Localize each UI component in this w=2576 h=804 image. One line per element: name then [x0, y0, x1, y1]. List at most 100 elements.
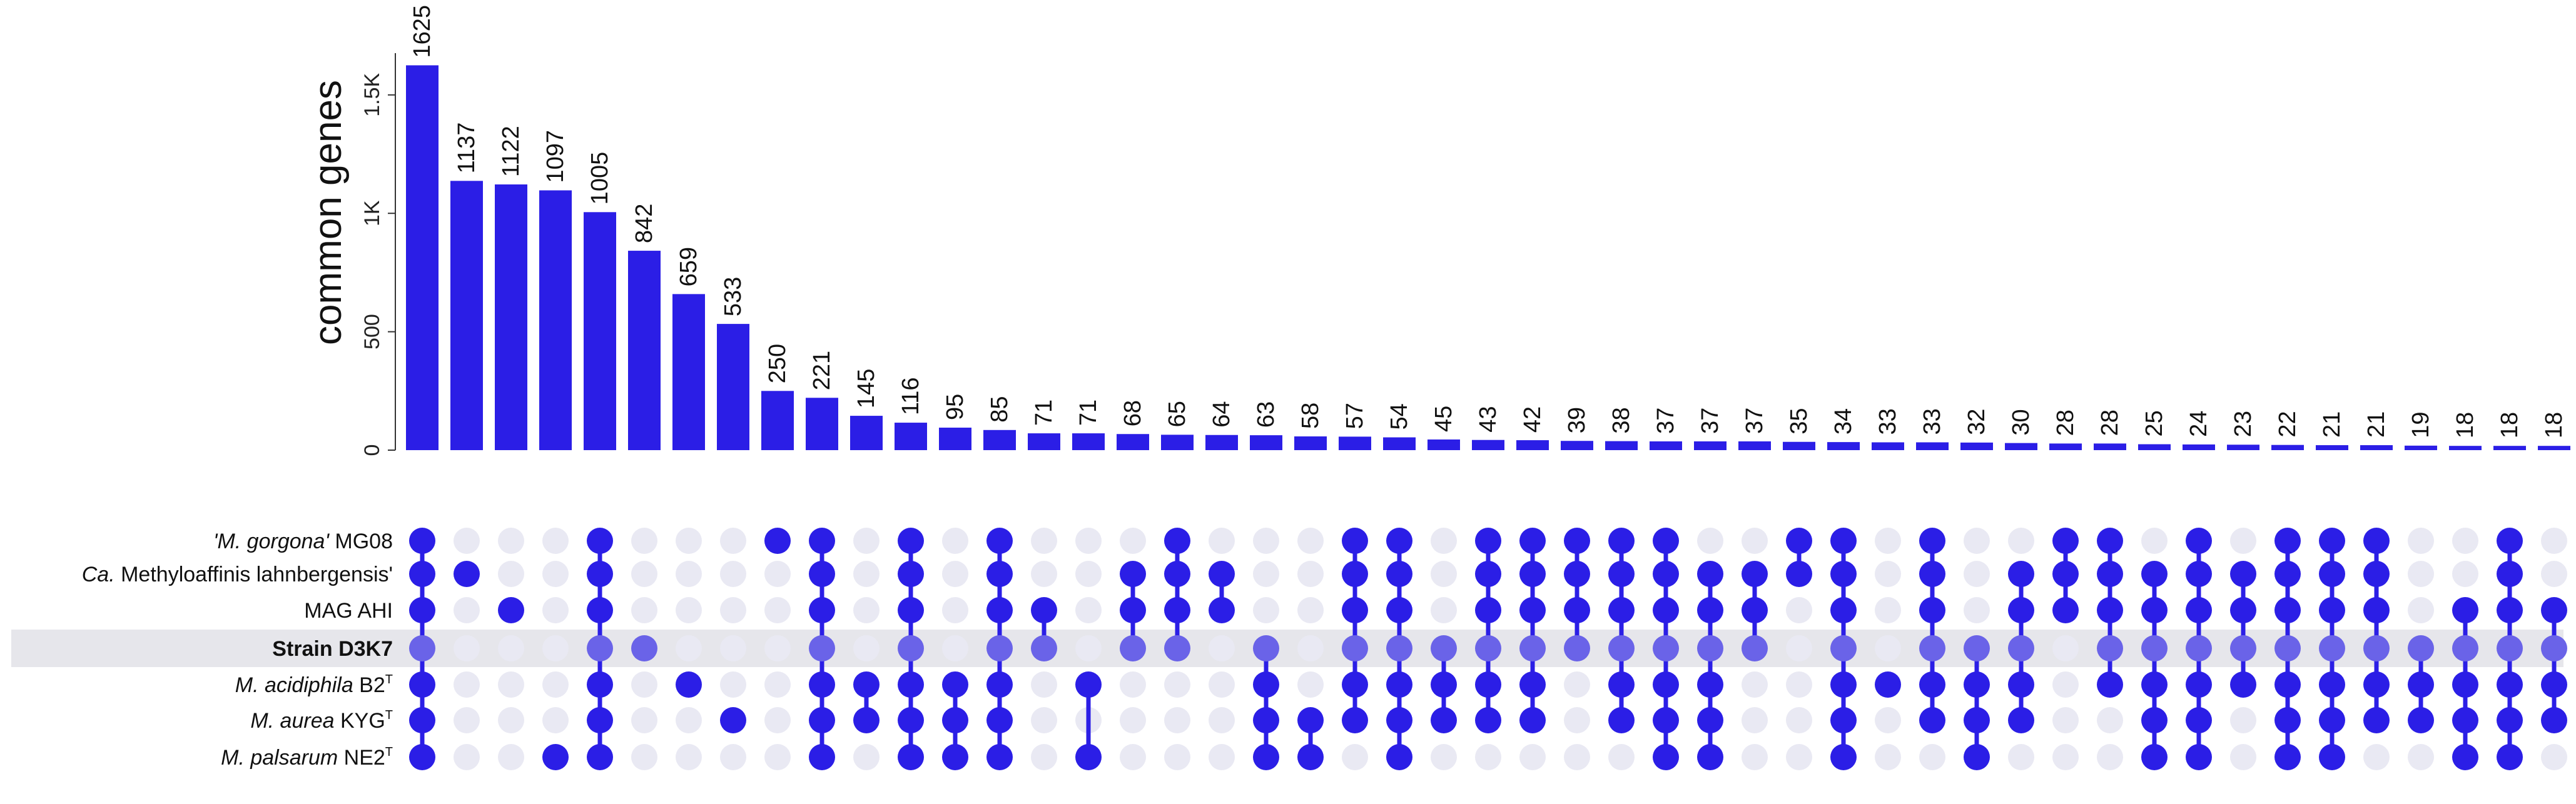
matrix-dot-inactive	[1120, 671, 1146, 698]
matrix-dot-active	[1519, 597, 1546, 623]
matrix-dot-inactive	[631, 597, 657, 623]
matrix-dot-inactive	[1786, 597, 1812, 623]
bar	[628, 251, 661, 450]
set-label: Strain D3K7	[272, 637, 393, 661]
bar-value-label: 54	[1386, 403, 1412, 430]
matrix-dot-active	[2541, 635, 2567, 661]
matrix-dot-active	[2319, 744, 2345, 770]
bar	[1294, 436, 1327, 450]
matrix-dot-inactive	[498, 635, 524, 661]
matrix-dot-active	[1919, 635, 1945, 661]
bar-value-label: 18	[2541, 412, 2567, 438]
matrix-dot-inactive	[1786, 744, 1812, 770]
matrix-dot-active	[1697, 597, 1723, 623]
matrix-dot-inactive	[1209, 635, 1235, 661]
matrix-dot-inactive	[764, 744, 791, 770]
set-label-text: NE2	[338, 746, 385, 770]
bar	[1072, 433, 1105, 450]
matrix-dot-active	[2497, 744, 2523, 770]
bar	[1028, 433, 1060, 450]
matrix-dot-active	[1253, 635, 1279, 661]
matrix-dot-inactive	[676, 707, 702, 733]
matrix-dot-active	[1653, 671, 1679, 698]
set-label: M. palsarum NE2T	[221, 745, 393, 770]
matrix-dot-active	[1386, 561, 1412, 587]
y-tick-label: 500	[360, 314, 384, 349]
matrix-dot-inactive	[764, 597, 791, 623]
matrix-dot-active	[2274, 671, 2301, 698]
matrix-dot-active	[1253, 671, 1279, 698]
matrix-dot-active	[587, 528, 613, 554]
matrix-dot-inactive	[1253, 528, 1279, 554]
matrix-dot-active	[2497, 597, 2523, 623]
matrix-dot-inactive	[1120, 707, 1146, 733]
matrix-dot-active	[898, 635, 924, 661]
matrix-dot-active	[1564, 528, 1590, 554]
matrix-dot-inactive	[1608, 744, 1635, 770]
matrix-dot-active	[2274, 744, 2301, 770]
matrix-dot-inactive	[720, 597, 746, 623]
bar	[1783, 441, 1815, 450]
bar-value-label: 145	[853, 369, 880, 408]
matrix-dot-active	[1653, 528, 1679, 554]
matrix-dot-inactive	[1875, 707, 1901, 733]
matrix-dot-active	[1475, 635, 1501, 661]
matrix-dot-inactive	[2408, 561, 2434, 587]
matrix-dot-active	[1431, 707, 1457, 733]
matrix-dot-active	[1342, 597, 1368, 623]
matrix-dot-active	[1653, 707, 1679, 733]
bar-value-label: 63	[1253, 401, 1279, 428]
bar	[2138, 444, 2171, 450]
matrix-dot-inactive	[1075, 561, 1102, 587]
matrix-dot-inactive	[720, 635, 746, 661]
matrix-dot-inactive	[1742, 528, 1768, 554]
matrix-dot-active	[1964, 635, 1990, 661]
matrix-dot-active	[1830, 528, 1857, 554]
matrix-dot-active	[1519, 528, 1546, 554]
matrix-dot-active	[1075, 744, 1102, 770]
bar-value-label: 35	[1786, 408, 1812, 434]
matrix-dot-inactive	[676, 744, 702, 770]
matrix-dot-active	[2097, 528, 2123, 554]
bar-value-label: 42	[1519, 406, 1546, 433]
matrix-dot-active	[1386, 528, 1412, 554]
matrix-dot-active	[1697, 561, 1723, 587]
matrix-dot-active	[1519, 707, 1546, 733]
bar-value-label: 1122	[498, 126, 524, 177]
matrix-dot-active	[1786, 561, 1812, 587]
matrix-dot-active	[1564, 561, 1590, 587]
matrix-dot-inactive	[1964, 597, 1990, 623]
matrix-dot-inactive	[1120, 744, 1146, 770]
matrix-dot-active	[1697, 635, 1723, 661]
matrix-dot-active	[1830, 671, 1857, 698]
matrix-dot-active	[1875, 671, 1901, 698]
matrix-dot-active	[898, 561, 924, 587]
matrix-dot-active	[587, 561, 613, 587]
matrix-dot-inactive	[542, 707, 569, 733]
matrix-dot-active	[1964, 671, 1990, 698]
matrix-dot-active	[720, 707, 746, 733]
matrix-dot-active	[1919, 528, 1945, 554]
bar	[1605, 441, 1638, 450]
matrix-dot-inactive	[454, 707, 480, 733]
matrix-dot-inactive	[454, 671, 480, 698]
matrix-dot-active	[1075, 671, 1102, 698]
bar	[2183, 444, 2215, 450]
matrix-dot-inactive	[1742, 671, 1768, 698]
matrix-dot-inactive	[2408, 528, 2434, 554]
matrix-dot-active	[898, 671, 924, 698]
matrix-dot-active	[2319, 597, 2345, 623]
matrix-dot-active	[898, 744, 924, 770]
matrix-dot-inactive	[1431, 528, 1457, 554]
matrix-dot-active	[1830, 561, 1857, 587]
bar	[1872, 442, 1904, 450]
matrix-dot-active	[2230, 671, 2256, 698]
matrix-dot-inactive	[1519, 744, 1546, 770]
matrix-dot-active	[2186, 597, 2212, 623]
matrix-dot-active	[1653, 597, 1679, 623]
matrix-dot-inactive	[1742, 707, 1768, 733]
bar-value-label: 25	[2141, 410, 2168, 436]
matrix-dot-inactive	[1209, 528, 1235, 554]
matrix-dot-inactive	[1431, 597, 1457, 623]
bar-value-label: 57	[1342, 403, 1368, 429]
